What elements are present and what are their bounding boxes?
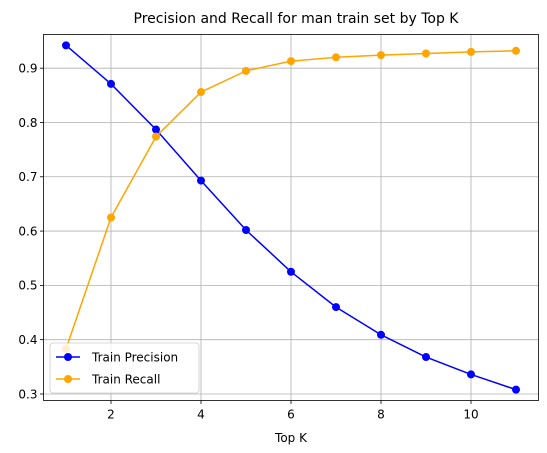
y-tick-label: 0.3: [18, 387, 37, 401]
y-tick-label: 0.5: [18, 279, 37, 293]
legend: Train Precision Train Recall: [49, 342, 200, 394]
x-tick-label: 8: [377, 408, 385, 422]
x-tick-label: 6: [287, 408, 295, 422]
train-recall-point: [197, 88, 205, 97]
series-layer: [62, 41, 520, 394]
train-recall-point: [242, 66, 250, 75]
y-tick-label: 0.8: [18, 116, 37, 130]
x-axis-label: Top K: [274, 431, 308, 445]
legend-entry-train-precision: Train Precision: [56, 350, 178, 364]
grid-layer: [43, 34, 539, 401]
train-precision-point: [422, 353, 430, 362]
legend-label: Train Recall: [91, 372, 160, 386]
tick-layer: 2 4 6 8 10 0.3 0.4 0.5 0.6 0.7 0.8 0.9: [18, 61, 478, 421]
train-precision-point: [377, 330, 385, 339]
train-precision-point: [242, 225, 250, 234]
train-precision-point: [512, 385, 520, 394]
x-tick-label: 10: [463, 408, 478, 422]
x-tick-label: 2: [107, 408, 115, 422]
train-precision-point: [107, 79, 115, 88]
y-tick-label: 0.9: [18, 61, 37, 75]
legend-marker: [64, 353, 72, 361]
chart-title: Precision and Recall for man train set b…: [134, 11, 460, 27]
series-train-recall: [62, 46, 520, 353]
legend-entries: Train Precision Train Recall: [56, 350, 178, 386]
legend-label: Train Precision: [91, 350, 178, 364]
legend-entry-train-recall: Train Recall: [56, 372, 160, 386]
train-precision-point: [197, 176, 205, 185]
y-tick-label: 0.7: [18, 170, 37, 184]
train-recall-point: [287, 57, 295, 66]
legend-marker: [64, 375, 72, 383]
train-recall-point: [332, 53, 340, 62]
train-precision-point: [332, 303, 340, 312]
train-recall-point: [152, 132, 160, 141]
train-precision-point: [287, 267, 295, 276]
train-recall-point: [377, 51, 385, 60]
train-recall-point: [107, 213, 115, 222]
train-precision-point: [467, 370, 475, 379]
y-tick-label: 0.6: [18, 224, 37, 238]
legend-box: [49, 342, 200, 394]
train-recall-point: [422, 49, 430, 58]
series-train-precision: [62, 41, 520, 394]
y-tick-label: 0.4: [18, 333, 37, 347]
train-precision-point: [62, 41, 70, 50]
train-recall-point: [467, 47, 475, 56]
x-tick-label: 4: [197, 408, 205, 422]
train-precision-point: [152, 125, 160, 134]
train-recall-point: [512, 46, 520, 55]
